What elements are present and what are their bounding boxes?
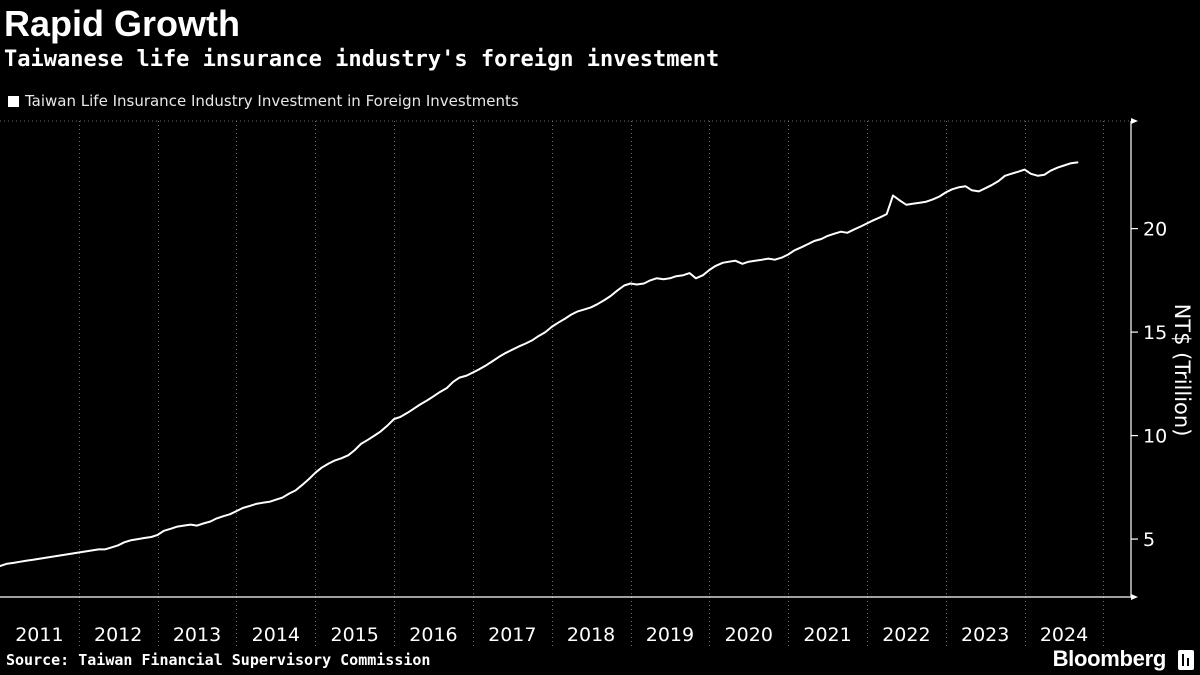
x-tick-label: 2014 bbox=[252, 624, 300, 646]
series-line-foreign-investment bbox=[0, 161, 1079, 567]
y-tick-label: 20 bbox=[1143, 219, 1167, 241]
y-tick-label: 15 bbox=[1143, 322, 1167, 344]
x-tick-label: 2021 bbox=[803, 624, 851, 646]
x-tick-label: 2013 bbox=[173, 624, 221, 646]
x-tick-label: 2018 bbox=[567, 624, 615, 646]
y-tick-label: 10 bbox=[1143, 426, 1167, 448]
x-tick-label: 2011 bbox=[15, 624, 63, 646]
y-axis-title: NT$ (Trillion) bbox=[1170, 304, 1194, 437]
y-axis-top-tick bbox=[1131, 118, 1138, 124]
legend-label: Taiwan Life Insurance Industry Investmen… bbox=[25, 92, 519, 110]
x-tick-label: 2022 bbox=[882, 624, 930, 646]
chart-subtitle: Taiwanese life insurance industry's fore… bbox=[4, 47, 720, 72]
x-tick-label: 2020 bbox=[725, 624, 773, 646]
x-tick-label: 2015 bbox=[330, 624, 378, 646]
x-tick-label: 2017 bbox=[488, 624, 536, 646]
x-tick-label: 2012 bbox=[94, 624, 142, 646]
x-tick-label: 2016 bbox=[409, 624, 457, 646]
y-axis-bottom-tick bbox=[1131, 594, 1138, 600]
brand-logo-text: Bloomberg bbox=[1052, 646, 1167, 671]
legend-swatch bbox=[8, 95, 19, 107]
y-tick-label: 5 bbox=[1143, 529, 1155, 551]
x-tick-label: 2019 bbox=[646, 624, 694, 646]
bloomberg-icon bbox=[1178, 650, 1194, 670]
legend: Taiwan Life Insurance Industry Investmen… bbox=[8, 90, 519, 112]
source-note: Source: Taiwan Financial Supervisory Com… bbox=[6, 651, 431, 669]
x-tick-label: 2024 bbox=[1040, 624, 1088, 646]
chart-title: Rapid Growth bbox=[4, 3, 240, 44]
x-tick-label: 2023 bbox=[961, 624, 1009, 646]
